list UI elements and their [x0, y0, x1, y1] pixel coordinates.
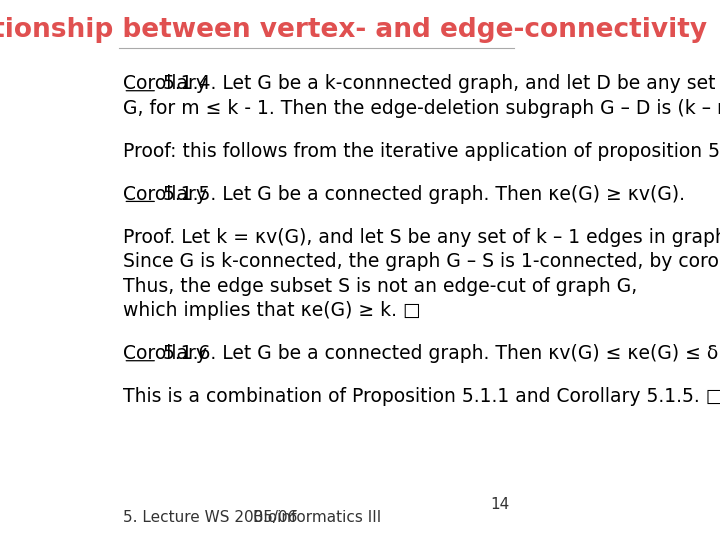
Text: 5.1.4. Let G be a k-connnected graph, and let D be any set of m edges of: 5.1.4. Let G be a k-connnected graph, an… — [157, 74, 720, 93]
Text: 5.1.5. Let G be a connected graph. Then κe(G) ≥ κv(G).: 5.1.5. Let G be a connected graph. Then … — [157, 185, 685, 204]
Text: Since G is k-connected, the graph G – S is 1-connected, by corollary 5.1.4.: Since G is k-connected, the graph G – S … — [123, 252, 720, 272]
Text: 5.1.6. Let G be a connected graph. Then κv(G) ≤ κe(G) ≤ δmin(G).: 5.1.6. Let G be a connected graph. Then … — [157, 344, 720, 363]
Text: Relationship between vertex- and edge-connectivity: Relationship between vertex- and edge-co… — [0, 17, 707, 43]
Text: 5. Lecture WS 2005/06: 5. Lecture WS 2005/06 — [123, 510, 298, 525]
Text: Proof: this follows from the iterative application of proposition 5.1.3. □: Proof: this follows from the iterative a… — [123, 141, 720, 161]
Text: Proof. Let k = κv(G), and let S be any set of k – 1 edges in graph G.: Proof. Let k = κv(G), and let S be any s… — [123, 228, 720, 247]
Text: This is a combination of Proposition 5.1.1 and Corollary 5.1.5. □: This is a combination of Proposition 5.1… — [123, 387, 720, 407]
Text: 14: 14 — [490, 497, 510, 512]
Text: Thus, the edge subset S is not an edge-cut of graph G,: Thus, the edge subset S is not an edge-c… — [123, 276, 638, 296]
Text: Corollary: Corollary — [123, 344, 207, 363]
Text: G, for m ≤ k - 1. Then the edge-deletion subgraph G – D is (k – m)-connected.: G, for m ≤ k - 1. Then the edge-deletion… — [123, 98, 720, 118]
Text: Bioinformatics III: Bioinformatics III — [253, 510, 381, 525]
Text: which implies that κe(G) ≥ k. □: which implies that κe(G) ≥ k. □ — [123, 301, 421, 320]
Text: Corollary: Corollary — [123, 185, 207, 204]
Text: Corollary: Corollary — [123, 74, 207, 93]
